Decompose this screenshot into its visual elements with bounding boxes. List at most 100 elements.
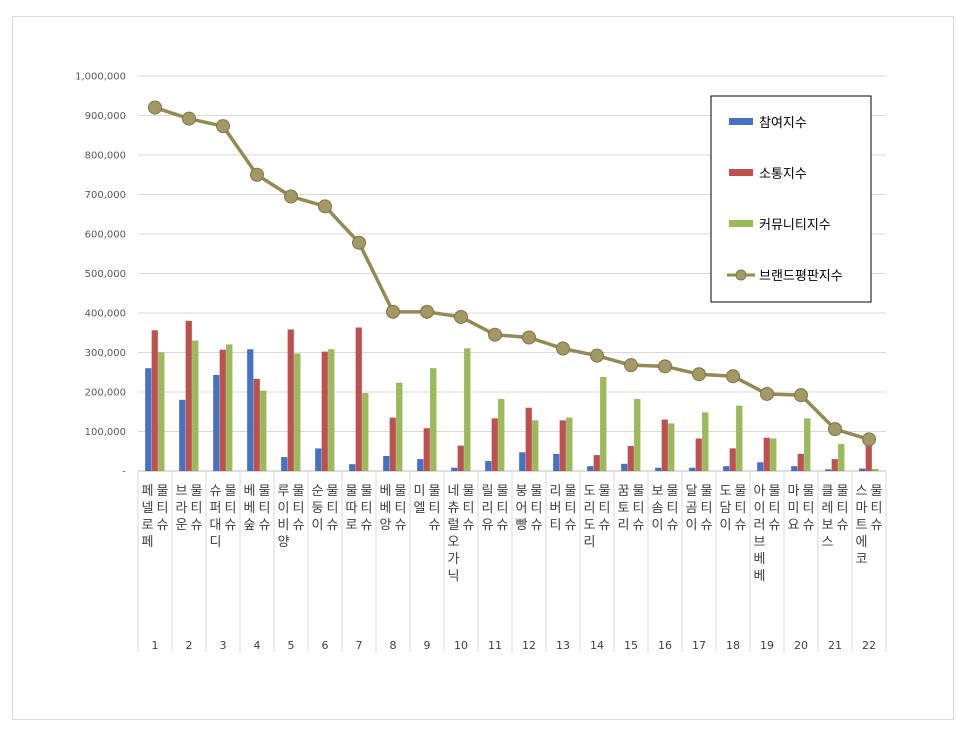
- point-브랜드평판지수: [760, 386, 774, 401]
- y-tick-label: 600,000: [85, 230, 126, 241]
- point-브랜드평판지수: [352, 235, 366, 250]
- bar-참여지수: [281, 456, 288, 472]
- legend-marker: [735, 269, 747, 281]
- y-tick-label: 300,000: [85, 348, 126, 359]
- bar-소통지수: [525, 407, 532, 472]
- point-브랜드평판지수: [624, 358, 638, 373]
- point-브랜드평판지수: [284, 189, 298, 204]
- point-브랜드평판지수: [692, 367, 706, 382]
- point-브랜드평판지수: [250, 167, 264, 182]
- bar-참여지수: [485, 460, 492, 472]
- bar-소통지수: [457, 445, 464, 472]
- bar-소통지수: [763, 437, 770, 472]
- legend-swatch: [729, 220, 753, 227]
- bar-커뮤니티지수: [396, 382, 403, 472]
- bar-커뮤니티지수: [702, 412, 709, 472]
- bar-참여지수: [213, 374, 220, 472]
- bar-소통지수: [865, 445, 872, 472]
- legend-label: 소통지수: [759, 167, 807, 182]
- point-브랜드평판지수: [148, 100, 162, 115]
- legend-box: [710, 95, 872, 303]
- point-브랜드평판지수: [488, 327, 502, 342]
- bar-소통지수: [253, 378, 260, 472]
- bar-커뮤니티지수: [498, 398, 505, 472]
- rank-label: 17: [692, 639, 706, 652]
- bar-소통지수: [729, 448, 736, 472]
- brand-reputation-line: [148, 100, 876, 447]
- rank-label: 11: [488, 639, 502, 652]
- rank-label: 4: [254, 639, 261, 652]
- y-axis: - 100,000 200,000 300,000 400,000 500,000 600,…: [75, 72, 126, 478]
- bar-참여지수: [451, 467, 458, 472]
- point-브랜드평판지수: [794, 388, 808, 403]
- bar-참여지수: [247, 349, 254, 472]
- point-브랜드평판지수: [726, 369, 740, 384]
- bar-소통지수: [797, 453, 804, 472]
- bar-커뮤니티지수: [532, 420, 539, 472]
- bar-커뮤니티지수: [464, 348, 471, 472]
- point-브랜드평판지수: [216, 119, 230, 134]
- bar-커뮤니티지수: [804, 418, 811, 472]
- bar-커뮤니티지수: [872, 468, 879, 472]
- bar-소통지수: [355, 327, 362, 472]
- bar-커뮤니티지수: [328, 349, 335, 472]
- point-브랜드평판지수: [862, 432, 876, 447]
- rank-label: 12: [522, 639, 536, 652]
- y-tick-label: -: [122, 467, 126, 478]
- bar-커뮤니티지수: [668, 423, 675, 472]
- point-브랜드평판지수: [522, 330, 536, 345]
- bar-커뮤니티지수: [158, 352, 165, 472]
- rank-label: 16: [658, 639, 672, 652]
- bar-참여지수: [315, 448, 322, 472]
- legend-label: 커뮤니티지수: [759, 218, 831, 233]
- bar-참여지수: [349, 464, 356, 472]
- bar-소통지수: [321, 351, 328, 472]
- rank-label: 20: [794, 639, 808, 652]
- x-axis: 페 넬 로 페물 티 슈1브 라 운물 티 슈2슈 퍼 대 디물 티 슈3베 베 숲물 티 슈4루 이 비 양물 티 슈5순 둥…: [137, 471, 887, 652]
- bar-참여지수: [621, 463, 628, 472]
- bar-커뮤니티지수: [430, 368, 437, 472]
- bar-소통지수: [627, 445, 634, 472]
- bar-커뮤니티지수: [362, 392, 369, 472]
- bar-참여지수: [519, 452, 526, 472]
- bar-커뮤니티지수: [634, 398, 641, 472]
- rank-label: 13: [556, 639, 570, 652]
- line-브랜드평판지수: [154, 105, 870, 442]
- point-브랜드평판지수: [454, 309, 468, 324]
- rank-label: 18: [726, 639, 740, 652]
- bar-소통지수: [423, 428, 430, 472]
- bar-참여지수: [179, 399, 186, 472]
- bar-커뮤니티지수: [770, 438, 777, 472]
- point-브랜드평판지수: [420, 304, 434, 319]
- point-브랜드평판지수: [590, 348, 604, 363]
- rank-label: 7: [356, 639, 363, 652]
